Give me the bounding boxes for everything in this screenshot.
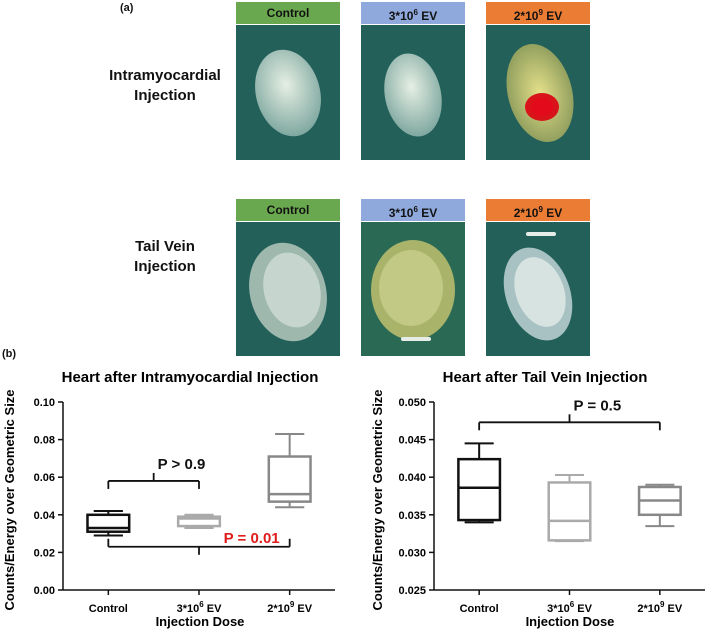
heart-image-intramyocardial-control xyxy=(236,25,340,160)
x-tick-label: 3*106 EV xyxy=(547,600,592,615)
y-tick-label: 0.035 xyxy=(398,510,426,522)
box-body xyxy=(86,513,131,533)
panel-b-label: (b) xyxy=(2,348,17,360)
column-header-3e6: 3*106 EV xyxy=(361,2,465,24)
chart-tail-vein: Heart after Tail Vein Injection Counts/E… xyxy=(370,369,705,629)
x-tick-label: 3*106 EV xyxy=(177,600,222,615)
row-label-tail-vein: Tail Vein Injection xyxy=(100,237,230,277)
x-axis-label: Injection Dose xyxy=(156,614,245,629)
y-tick-label: 0.02 xyxy=(34,547,55,559)
heart-image-intramyocardial-2e9 xyxy=(486,25,590,160)
column-header-control: Control xyxy=(236,2,340,24)
y-tick-label: 0.06 xyxy=(34,472,55,484)
row-label-line1: Intramyocardial xyxy=(109,67,221,84)
box-body xyxy=(457,457,502,522)
x-axis-label: Injection Dose xyxy=(526,614,615,629)
row-label-line1: Tail Vein xyxy=(135,238,195,255)
y-tick-label: 0.050 xyxy=(398,397,426,409)
box-body xyxy=(267,455,312,503)
heart-image-tailvein-control xyxy=(236,222,340,356)
y-axis-label: Counts/Energy over Geometric Size xyxy=(2,389,17,610)
chart-title: Heart after Tail Vein Injection xyxy=(443,369,648,386)
column-header-2e9: 2*109 EV xyxy=(486,2,590,24)
y-tick-label: 0.030 xyxy=(398,547,426,559)
row-label-line2: Injection xyxy=(134,258,196,275)
y-tick-label: 0.04 xyxy=(34,510,56,522)
column-header-control: Control xyxy=(236,199,340,221)
chart-intramyocardial: Heart after Intramyocardial Injection Co… xyxy=(2,369,335,629)
x-tick-label: Control xyxy=(89,603,128,615)
box-body xyxy=(637,485,682,517)
y-tick-label: 0.040 xyxy=(398,472,426,484)
heart-image-tailvein-2e9 xyxy=(486,222,590,356)
y-tick-label: 0.08 xyxy=(34,435,55,447)
x-tick-label: 2*109 EV xyxy=(637,600,682,615)
x-tick-label: 2*109 EV xyxy=(267,600,312,615)
significance-label: P = 0.5 xyxy=(574,397,622,414)
heart-image-tailvein-3e6 xyxy=(361,222,465,356)
row-label-line2: Injection xyxy=(134,87,196,104)
y-axis-label: Counts/Energy over Geometric Size xyxy=(370,389,385,610)
column-header-3e6: 3*106 EV xyxy=(361,199,465,221)
panel-a-label: (a) xyxy=(120,2,134,14)
column-header-2e9: 2*109 EV xyxy=(486,199,590,221)
y-tick-label: 0.045 xyxy=(398,435,426,447)
chart-title: Heart after Intramyocardial Injection xyxy=(62,369,319,386)
heart-image-intramyocardial-3e6 xyxy=(361,25,465,160)
y-tick-label: 0.10 xyxy=(34,397,55,409)
box-body xyxy=(176,515,222,528)
y-tick-label: 0.00 xyxy=(34,585,55,597)
row-label-intramyocardial: Intramyocardial Injection xyxy=(100,66,230,106)
significance-label: P > 0.9 xyxy=(158,456,206,473)
box-body xyxy=(547,481,592,542)
y-tick-label: 0.025 xyxy=(398,585,426,597)
x-tick-label: Control xyxy=(460,603,499,615)
significance-label: P = 0.01 xyxy=(224,530,280,547)
